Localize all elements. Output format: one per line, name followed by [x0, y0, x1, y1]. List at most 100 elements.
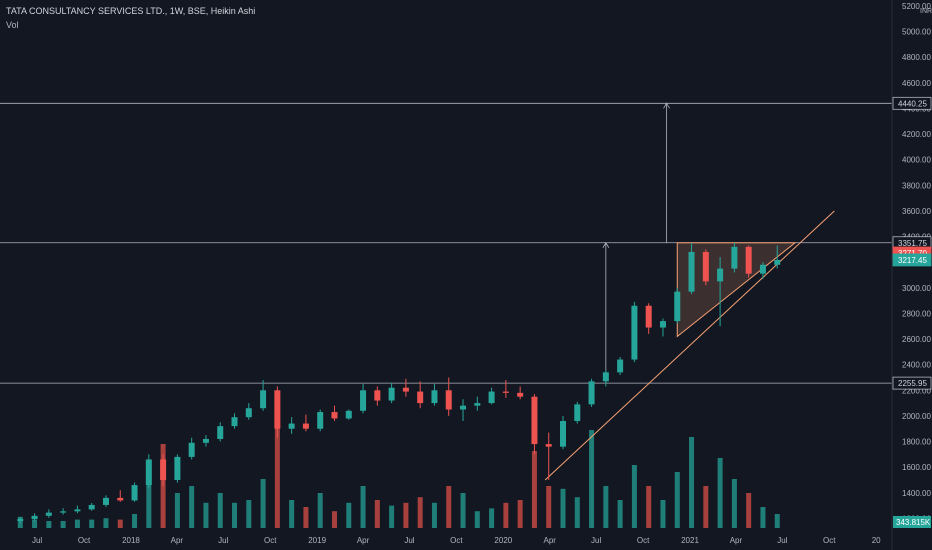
time-tick-label: Jul	[777, 536, 787, 545]
volume-bar	[189, 486, 195, 528]
volume-bar	[531, 451, 537, 528]
volume-bar	[431, 502, 437, 528]
volume-bar	[674, 472, 680, 528]
candle-body	[160, 459, 167, 480]
price-tick-label: 4800.00	[902, 53, 931, 62]
price-tick-label: 1800.00	[902, 438, 931, 447]
time-tick-label: Jul	[218, 536, 228, 545]
volume-bar	[317, 493, 323, 528]
candle-body	[260, 390, 267, 409]
volume-tag-box	[893, 516, 931, 528]
price-tick-label: 1400.00	[902, 489, 931, 498]
volume-bar	[446, 486, 452, 528]
volume-bar	[232, 502, 238, 528]
volume-indicator-label[interactable]: Vol	[6, 20, 19, 30]
time-tick-label: 2020	[494, 536, 512, 545]
volume-bar	[74, 519, 80, 528]
volume-bar	[631, 465, 637, 528]
price-tick-label: 2800.00	[902, 309, 931, 318]
volume-bar	[474, 511, 480, 528]
volume-bar	[503, 502, 509, 528]
volume-bar	[289, 500, 295, 528]
price-tag-box	[892, 96, 932, 110]
volume-bar	[546, 486, 552, 528]
time-tick-label: 2021	[681, 536, 699, 545]
time-tick-label: Jul	[591, 536, 601, 545]
volume-bar	[746, 493, 752, 528]
price-tag-text: 3217.45	[898, 256, 927, 265]
volume-bar	[560, 488, 566, 528]
candle-body	[674, 291, 681, 322]
candle-body	[74, 509, 81, 512]
candle-body	[60, 511, 67, 513]
candle-body	[688, 251, 695, 292]
price-tick-label: 2200.00	[902, 386, 931, 395]
volume-bar	[403, 502, 409, 528]
candle-body	[445, 390, 452, 410]
volume-bar	[774, 514, 780, 528]
volume-bar	[217, 493, 223, 528]
volume-bar	[60, 521, 66, 528]
time-tick-label: Oct	[264, 536, 277, 545]
candle-body	[717, 268, 724, 282]
candle-body	[560, 421, 567, 447]
candlesticks	[17, 242, 781, 523]
candle-body	[360, 390, 367, 411]
candle-body	[402, 387, 409, 392]
candle-body	[531, 396, 538, 445]
currency-label: INR	[920, 8, 932, 15]
price-tick-label: 4200.00	[902, 130, 931, 139]
volume-bar	[89, 519, 95, 528]
candle-body	[545, 444, 552, 447]
price-tick-label: 4600.00	[902, 79, 931, 88]
candle-body	[202, 438, 209, 443]
price-tick-label: 2400.00	[902, 361, 931, 370]
candle-body	[331, 412, 338, 419]
price-tag-text: 3271.70	[898, 249, 927, 258]
candle-body	[588, 381, 595, 405]
target-arrow-head	[602, 241, 610, 248]
time-tick-label: 20	[872, 536, 881, 545]
candle-body	[117, 497, 124, 501]
candle-body	[45, 512, 52, 516]
volume-bar	[374, 500, 380, 528]
candle-body	[417, 391, 424, 404]
volume-bar	[117, 519, 123, 528]
volume-bar	[731, 479, 737, 528]
candle-body	[774, 259, 781, 265]
volume-bar	[617, 500, 623, 528]
time-axis[interactable]: Jul Oct 2018 Apr Jul Oct 2019 Apr Jul Oct 2020 Apr J…	[32, 536, 881, 545]
candle-body	[759, 264, 766, 274]
volume-bar	[389, 505, 395, 528]
volume-bar	[246, 500, 252, 528]
volume-bar	[32, 519, 38, 528]
candle-body	[102, 497, 109, 505]
symbol-title[interactable]: TATA CONSULTANCY SERVICES LTD., 1W, BSE,…	[6, 6, 256, 16]
candle-body	[245, 408, 252, 418]
volume-bar	[760, 507, 766, 528]
time-tick-label: Jul	[32, 536, 42, 545]
price-tag-text: 2255.95	[898, 379, 927, 388]
candle-body	[617, 359, 624, 373]
time-tick-label: Apr	[171, 536, 184, 545]
candle-body	[188, 442, 195, 457]
candle-body	[745, 246, 752, 274]
volume-bar	[489, 508, 495, 528]
candle-body	[88, 504, 95, 510]
volume-bar	[417, 497, 423, 528]
candle-body	[731, 246, 738, 269]
price-tick-label: 2600.00	[902, 335, 931, 344]
volume-bar	[603, 486, 609, 528]
price-tick-label: 2000.00	[902, 412, 931, 421]
time-tick-label: Oct	[637, 536, 650, 545]
price-tick-label: 4000.00	[902, 156, 931, 165]
candle-body	[659, 321, 666, 328]
candle-body	[645, 305, 652, 328]
price-tag-box	[892, 253, 932, 267]
volume-bar	[660, 500, 666, 528]
candle-body	[131, 485, 138, 501]
candle-body	[574, 404, 581, 422]
volume-bar	[174, 493, 180, 528]
